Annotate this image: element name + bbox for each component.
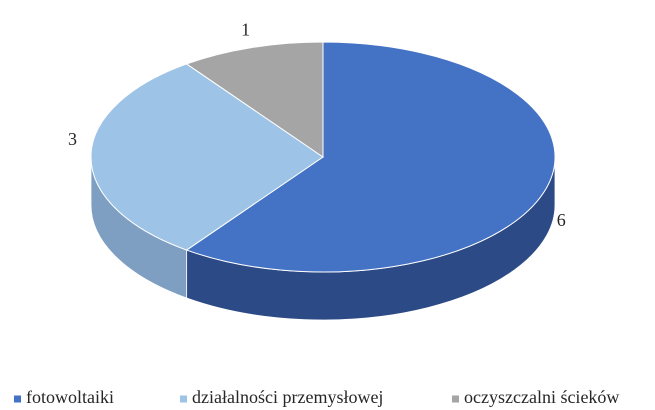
data-label: 6 [557, 210, 566, 230]
data-label: 1 [241, 19, 250, 39]
legend-marker [14, 395, 21, 403]
legend-marker [452, 395, 459, 403]
slice [185, 41, 324, 158]
legend-label: fotowoltaiki [26, 387, 114, 407]
data-label: 3 [68, 129, 77, 149]
slice [185, 41, 556, 273]
legend-label: działalności przemysłowej [192, 387, 383, 407]
legend-label: oczyszczalni ścieków [464, 387, 619, 407]
slice [90, 63, 324, 251]
legend-marker [180, 395, 187, 403]
